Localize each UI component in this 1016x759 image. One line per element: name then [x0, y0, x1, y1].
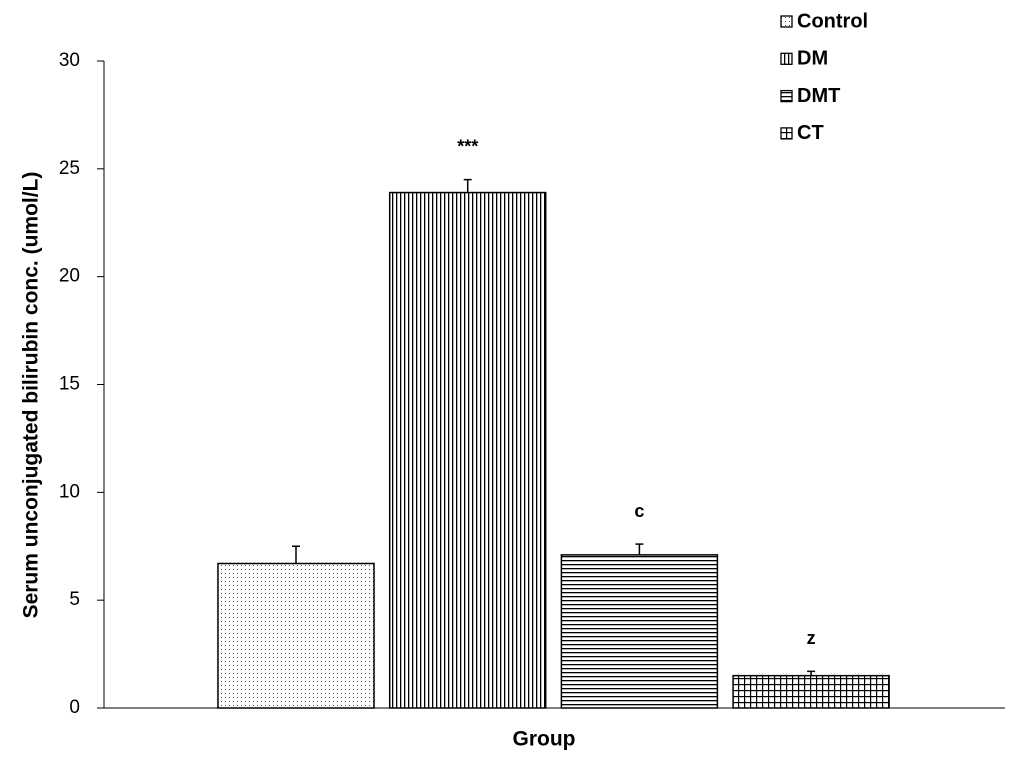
legend-swatch [780, 52, 793, 65]
legend-label: Control [797, 10, 868, 32]
y-tick-label: 10 [59, 481, 80, 502]
annotation: z [807, 628, 816, 648]
legend-label: DMT [797, 85, 840, 107]
legend-swatch [780, 15, 793, 28]
y-tick-label: 15 [59, 374, 80, 395]
y-axis-label: Serum unconjugated bilirubin conc. (umol… [20, 172, 43, 619]
bar [732, 674, 890, 709]
y-tick-label: 0 [69, 697, 80, 718]
legend-swatch [780, 89, 793, 103]
y-tick-label: 5 [69, 589, 80, 610]
bar [560, 554, 719, 709]
y-tick-label: 20 [59, 266, 80, 287]
y-tick-label: 25 [59, 158, 80, 179]
legend-label: DM [797, 48, 828, 70]
bar [388, 191, 547, 709]
annotation: *** [457, 136, 478, 156]
legend-swatch [780, 127, 793, 140]
bar [217, 562, 375, 709]
x-axis-label: Group [513, 728, 576, 751]
annotation: c [634, 501, 644, 521]
legend-label: CT [797, 122, 824, 144]
y-tick-label: 30 [59, 50, 80, 71]
